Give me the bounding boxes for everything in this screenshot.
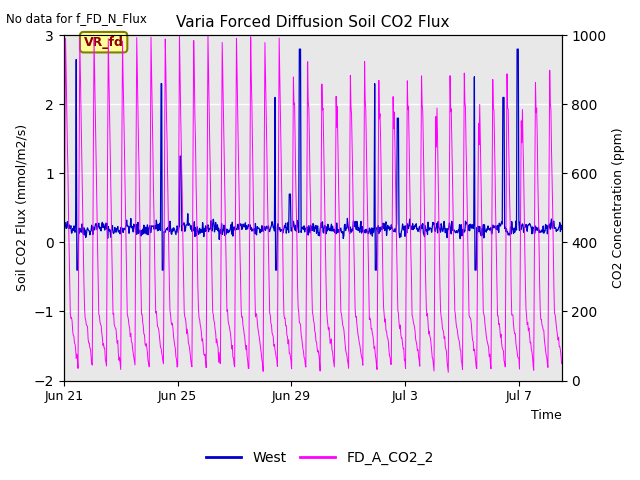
Text: No data for f_FD_N_Flux: No data for f_FD_N_Flux xyxy=(6,12,147,25)
Text: VR_fd: VR_fd xyxy=(84,36,124,48)
X-axis label: Time: Time xyxy=(531,409,561,422)
Title: Varia Forced Diffusion Soil CO2 Flux: Varia Forced Diffusion Soil CO2 Flux xyxy=(176,15,449,30)
Y-axis label: Soil CO2 Flux (mmol/m2/s): Soil CO2 Flux (mmol/m2/s) xyxy=(15,124,28,291)
Y-axis label: CO2 Concentration (ppm): CO2 Concentration (ppm) xyxy=(612,128,625,288)
Legend: West, FD_A_CO2_2: West, FD_A_CO2_2 xyxy=(201,445,439,471)
